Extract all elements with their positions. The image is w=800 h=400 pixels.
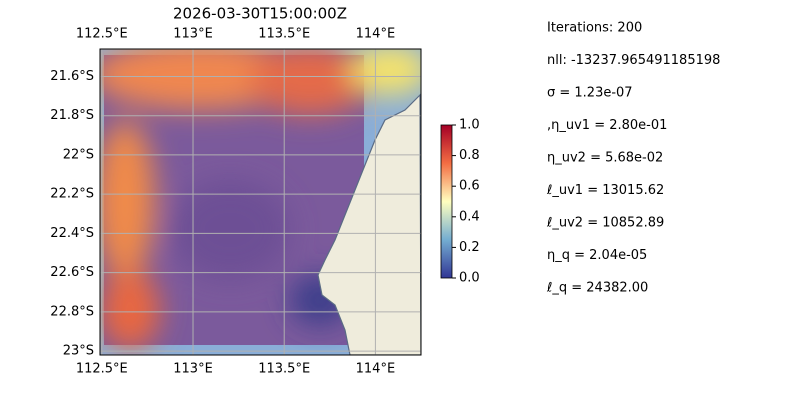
y-tick-label: 22°S	[63, 147, 94, 162]
x-tick-label-bottom: 112.5°E	[76, 362, 128, 377]
field-blobs	[100, 49, 421, 350]
colorbar-tick-label: 0.4	[459, 209, 480, 224]
land	[317, 93, 421, 355]
annotation: η_q = 2.04e-05	[547, 248, 647, 263]
map-frame	[99, 48, 422, 356]
x-tick-label-bottom: 113°E	[173, 362, 213, 377]
colorbar-tick-label: 0.8	[459, 148, 480, 163]
y-tick-label: 21.6°S	[50, 69, 94, 84]
annotation: Iterations: 200	[547, 21, 642, 36]
y-tick-label: 22.8°S	[50, 304, 94, 319]
annotation: η_uv2 = 5.68e-02	[547, 151, 663, 166]
colorbar-tick-label: 1.0	[459, 118, 480, 133]
annotation: σ = 1.23e-07	[547, 86, 633, 101]
annotation: ℓ_uv2 = 10852.89	[546, 216, 664, 231]
x-tick-label-bottom: 113.5°E	[258, 362, 310, 377]
y-tick-label: 22.6°S	[50, 265, 94, 280]
map-title: 2026-03-30T15:00:00Z	[173, 5, 347, 23]
x-tick-label-top: 113.5°E	[258, 27, 310, 42]
annotation: nll: -13237.965491185198	[547, 53, 720, 68]
colorbar-tick-label: 0.6	[459, 179, 480, 194]
annotation: ,η_uv1 = 2.80e-01	[547, 118, 667, 133]
x-tick-label-top: 114°E	[356, 27, 396, 42]
x-tick-label-bottom: 114°E	[356, 362, 396, 377]
map-field	[100, 49, 421, 355]
colorbar	[440, 124, 453, 279]
x-tick-label-top: 112.5°E	[76, 27, 128, 42]
annotation: ℓ_uv1 = 13015.62	[546, 183, 664, 198]
y-tick-label: 22.2°S	[50, 187, 94, 202]
grid	[100, 49, 421, 355]
y-tick-label: 23°S	[63, 344, 94, 359]
colorbar-tick-label: 0.2	[459, 240, 480, 255]
colorbar-tick-label: 0.0	[459, 271, 480, 286]
annotation: ℓ_q = 24382.00	[546, 281, 648, 296]
x-tick-label-top: 113°E	[173, 27, 213, 42]
y-tick-label: 21.8°S	[50, 108, 94, 123]
y-tick-label: 22.4°S	[50, 226, 94, 241]
